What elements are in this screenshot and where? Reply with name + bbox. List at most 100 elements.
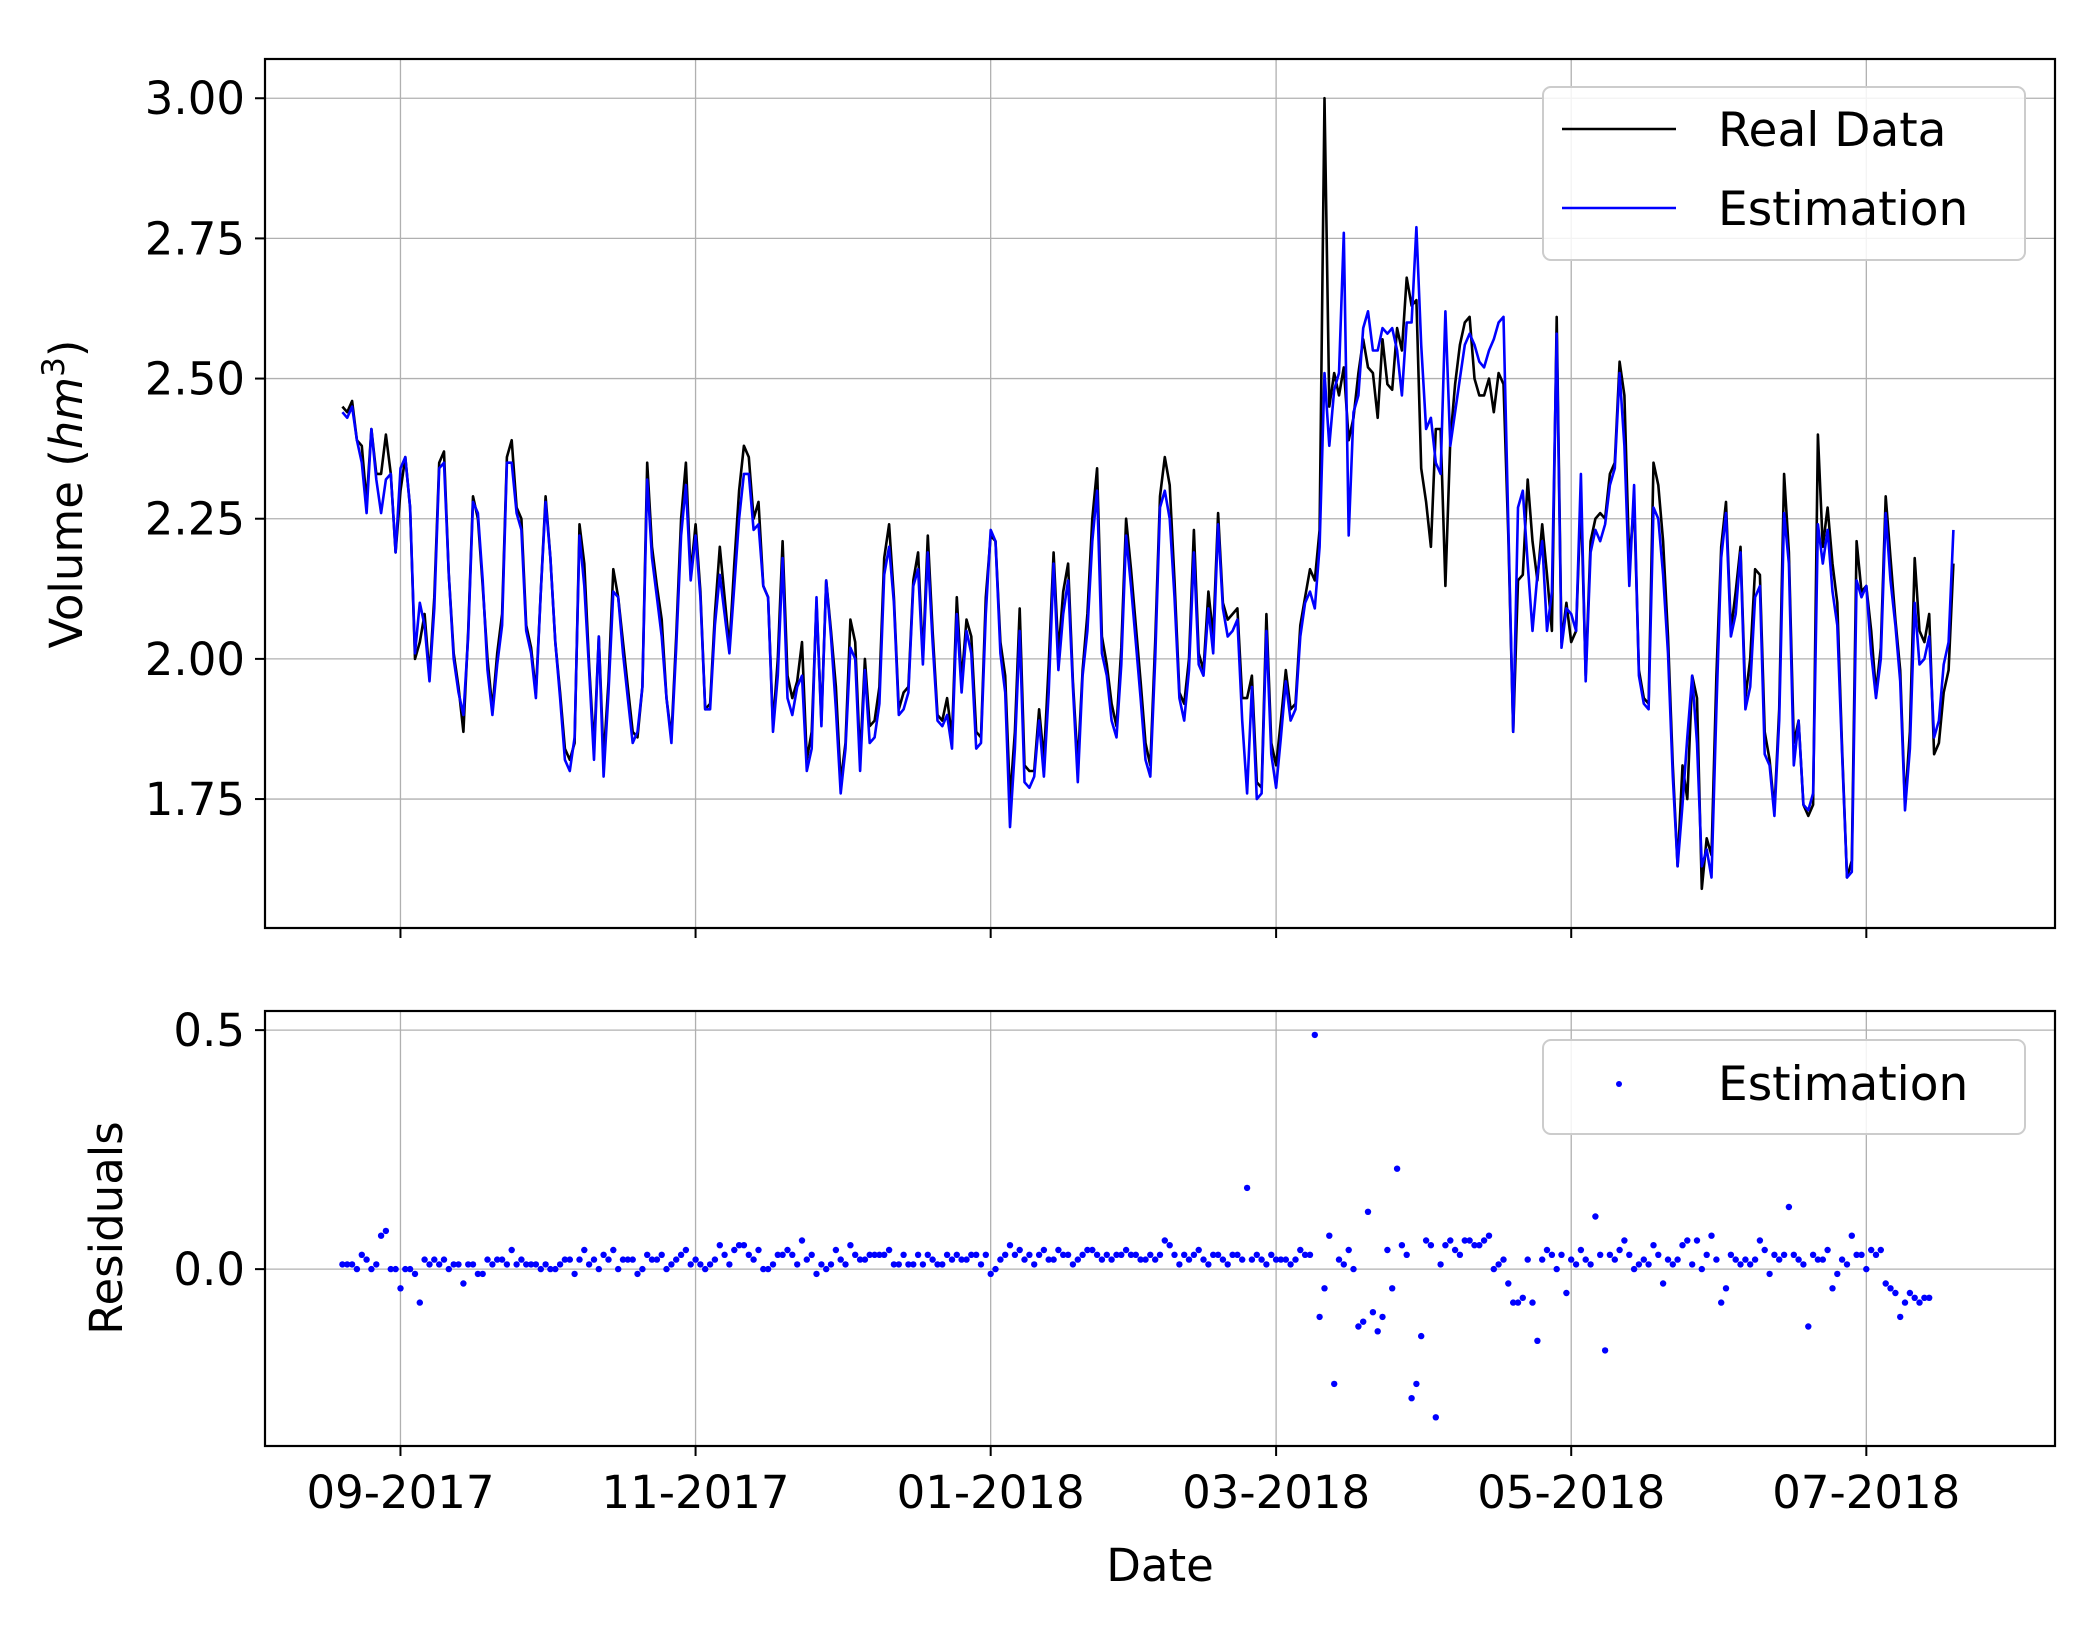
residual-point <box>1432 1414 1440 1421</box>
residual-point <box>1456 1251 1464 1259</box>
residual-point <box>1926 1294 1933 1302</box>
residual-point <box>1185 1256 1193 1263</box>
residual-point <box>1331 1380 1338 1388</box>
residual-point <box>697 1261 704 1268</box>
residual-point <box>1369 1309 1377 1316</box>
residual-point <box>585 1261 593 1268</box>
residual-point <box>1693 1237 1701 1244</box>
residual-point <box>706 1261 714 1268</box>
residual-point <box>1577 1246 1585 1254</box>
residual-point <box>1601 1347 1609 1354</box>
residual-point <box>997 1256 1004 1263</box>
residual-point <box>1418 1332 1425 1340</box>
residual-point <box>537 1265 544 1273</box>
residual-point <box>1461 1237 1469 1244</box>
residual-point <box>1751 1256 1759 1263</box>
residual-point <box>1689 1261 1696 1268</box>
residual-point <box>1543 1246 1551 1254</box>
residual-point <box>1006 1242 1014 1249</box>
residual-point <box>600 1251 607 1259</box>
residual-point <box>1239 1256 1246 1263</box>
top-x-ticks <box>399 928 1868 938</box>
residual-point <box>687 1261 694 1268</box>
residual-point <box>1466 1237 1473 1244</box>
residual-point <box>1243 1184 1251 1192</box>
residual-point <box>1766 1270 1773 1278</box>
residual-point <box>1234 1251 1241 1259</box>
residual-point <box>373 1261 380 1268</box>
residual-point <box>1398 1242 1406 1249</box>
residual-point <box>1200 1256 1207 1263</box>
residual-point <box>871 1251 878 1259</box>
residual-point <box>513 1261 520 1268</box>
residual-point <box>1780 1251 1788 1259</box>
residual-point <box>1621 1237 1628 1244</box>
residual-point <box>1035 1251 1043 1259</box>
residual-point <box>1171 1251 1178 1259</box>
residual-point <box>910 1261 917 1268</box>
residual-point <box>1500 1256 1507 1263</box>
residual-point <box>547 1265 554 1273</box>
residual-point <box>1166 1242 1173 1249</box>
residual-point <box>639 1265 646 1273</box>
residual-point <box>726 1261 733 1268</box>
residual-point <box>818 1261 825 1268</box>
residual-point <box>842 1261 849 1268</box>
residual-point <box>634 1270 641 1278</box>
residual-point <box>1495 1261 1502 1268</box>
residual-point <box>1161 1237 1169 1244</box>
residual-point <box>1897 1313 1904 1321</box>
residual-point <box>943 1251 951 1259</box>
residual-point <box>1113 1251 1120 1259</box>
residual-point <box>484 1256 491 1263</box>
residual-point <box>1074 1256 1082 1263</box>
residual-point <box>779 1251 786 1259</box>
residual-point <box>1321 1285 1328 1292</box>
legend-label-estimation-dots: Estimation <box>1718 1057 1968 1112</box>
residual-point <box>344 1261 351 1268</box>
residual-point <box>1360 1318 1367 1325</box>
residual-point <box>682 1246 690 1254</box>
top-y-tick-label: 2.25 <box>145 493 245 546</box>
residual-point <box>1505 1280 1512 1287</box>
residual-point <box>392 1265 399 1273</box>
top-y-axis-title: Volume (hm3) <box>36 340 93 649</box>
residual-point <box>1838 1256 1846 1263</box>
residual-point <box>900 1251 907 1259</box>
residual-point <box>353 1265 361 1273</box>
residual-point <box>1698 1265 1706 1273</box>
residual-point <box>450 1261 457 1268</box>
residual-point <box>1872 1251 1880 1259</box>
residual-point <box>1630 1265 1638 1273</box>
top-y-tick-label: 1.75 <box>145 773 245 826</box>
residual-point <box>1340 1261 1348 1268</box>
residual-point <box>1679 1242 1686 1249</box>
residual-point <box>1911 1294 1918 1302</box>
residual-point <box>677 1251 685 1259</box>
top-y-tick-label: 2.00 <box>145 633 245 686</box>
x-axis-title: Date <box>1106 1539 1214 1592</box>
residual-point <box>1152 1256 1159 1263</box>
residual-point <box>1089 1246 1096 1254</box>
residual-point <box>1776 1256 1783 1263</box>
residual-point <box>1384 1246 1391 1254</box>
residual-point <box>1645 1261 1652 1268</box>
residual-point <box>673 1256 680 1263</box>
residual-point <box>919 1261 927 1268</box>
residual-point <box>1214 1251 1222 1259</box>
residual-point <box>1190 1251 1198 1259</box>
residual-point <box>1868 1246 1875 1254</box>
residual-point <box>1771 1251 1778 1259</box>
residual-point <box>1195 1246 1202 1254</box>
residual-point <box>1413 1380 1420 1388</box>
residual-point <box>1002 1251 1009 1259</box>
residual-point <box>1514 1299 1522 1306</box>
series-line-estimation <box>341 225 1955 879</box>
residual-point <box>1761 1246 1768 1254</box>
residual-point <box>498 1256 506 1263</box>
residual-point <box>421 1256 428 1263</box>
residual-point <box>866 1251 873 1259</box>
residual-point <box>731 1246 738 1254</box>
residual-point <box>827 1261 835 1268</box>
residual-point <box>992 1265 999 1273</box>
